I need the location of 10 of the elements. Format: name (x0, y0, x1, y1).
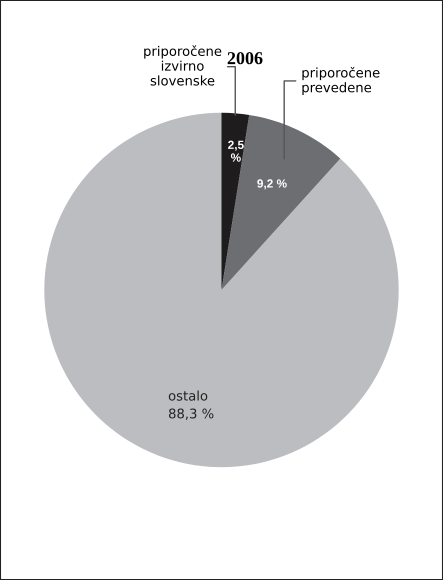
pie-slice (222, 114, 340, 290)
slice-label: ostalo (168, 390, 208, 401)
pie-slice (44, 112, 399, 468)
data-label: 88,3 % (168, 408, 214, 420)
slice-label: priporočene prevedene (302, 66, 380, 95)
slice-label: priporočene izvirno slovenske (144, 45, 222, 86)
pie-slice (222, 112, 250, 290)
data-label: 9,2 % (257, 179, 287, 190)
chart-title: 2006 (228, 52, 263, 64)
data-label: 2,5 % (228, 140, 244, 162)
